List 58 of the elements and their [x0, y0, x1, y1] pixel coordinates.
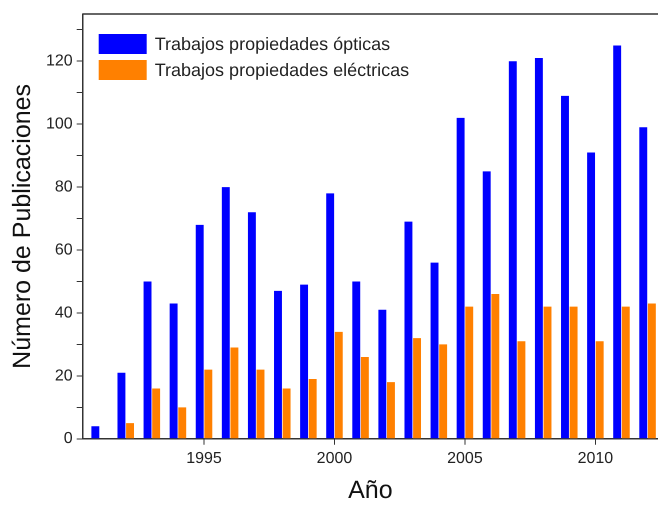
bar [430, 262, 438, 438]
bar [222, 187, 230, 438]
bar [230, 348, 238, 438]
y-tick-label: 100 [46, 116, 73, 133]
bar [561, 96, 569, 438]
x-tick-label: 2000 [316, 450, 352, 467]
bar [378, 310, 386, 438]
bar [508, 61, 517, 438]
bar [387, 382, 395, 438]
bar [622, 306, 630, 438]
bar [91, 426, 100, 438]
bar [491, 294, 500, 438]
y-tick-label: 80 [54, 178, 73, 196]
y-tick-label: 60 [54, 241, 73, 258]
bar [596, 341, 604, 438]
bar [152, 388, 160, 438]
bar [352, 281, 360, 438]
x-axis-title: Año [348, 476, 393, 504]
bar [196, 224, 204, 438]
bar [404, 222, 412, 438]
y-tick-label: 120 [46, 52, 73, 70]
bar [570, 306, 578, 438]
bar [360, 356, 369, 438]
bar [126, 423, 134, 438]
bar [178, 407, 186, 438]
y-tick-label: 40 [54, 304, 73, 322]
bar [204, 370, 212, 438]
bar [300, 284, 308, 438]
bar [274, 290, 282, 438]
x-tick-label: 2010 [578, 450, 614, 467]
bar [613, 45, 622, 438]
bar [144, 281, 152, 438]
bar [170, 303, 178, 438]
bar [439, 344, 448, 438]
bar [534, 58, 543, 438]
bar [248, 212, 256, 438]
x-tick-label: 2005 [447, 450, 483, 467]
y-tick-label: 20 [54, 367, 73, 384]
legend-label: Trabajos propiedades ópticas [154, 34, 390, 54]
bar [334, 332, 343, 438]
bar [117, 372, 126, 438]
bar [413, 338, 422, 438]
bar [482, 171, 491, 438]
bar [326, 193, 334, 438]
y-axis-title: Número de Publicaciones [8, 84, 36, 369]
bar [465, 306, 474, 438]
bar [517, 341, 526, 438]
bar [256, 370, 264, 438]
y-tick-label: 0 [64, 430, 73, 448]
bar [587, 152, 596, 438]
bar [282, 388, 291, 438]
bar [639, 127, 648, 438]
x-tick-label: 1995 [186, 450, 222, 467]
bar [544, 306, 552, 438]
bar [308, 379, 317, 438]
bar [648, 303, 656, 438]
bar [456, 118, 465, 438]
legend-label: Trabajos propiedades eléctricas [154, 60, 410, 80]
